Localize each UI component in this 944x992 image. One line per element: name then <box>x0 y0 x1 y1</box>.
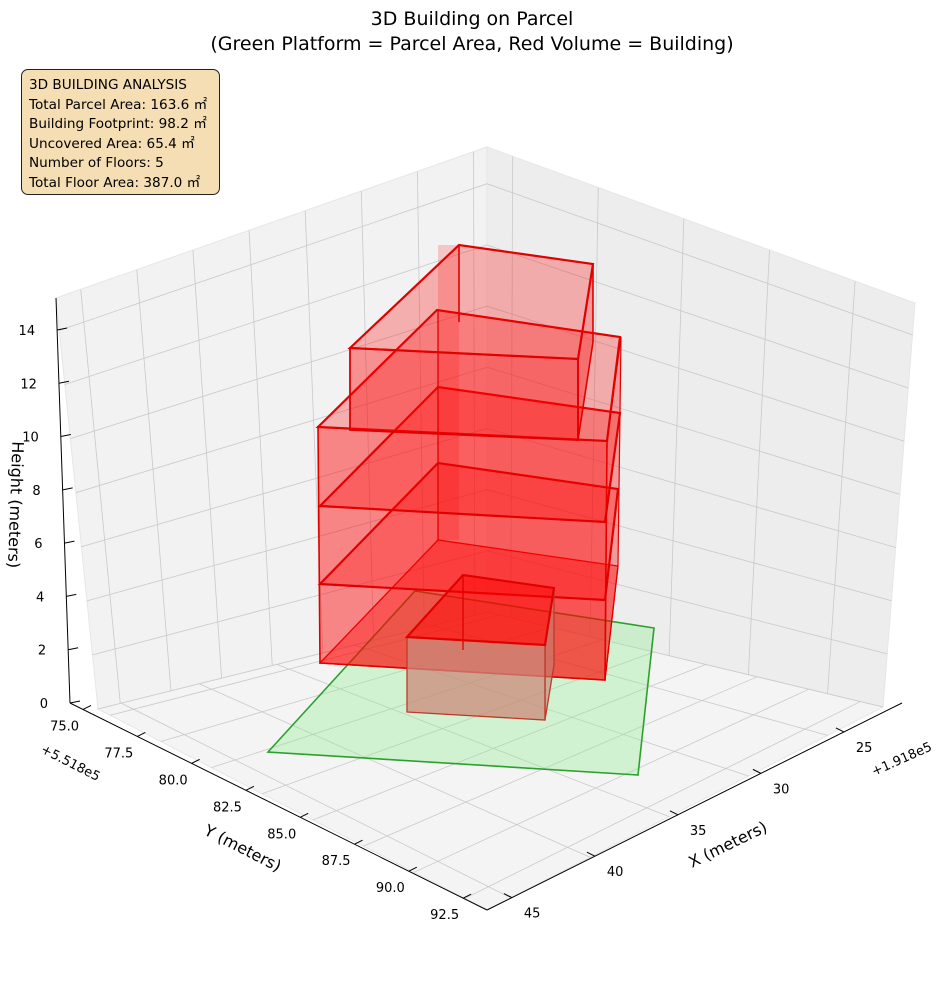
z-tick-mark <box>58 380 70 384</box>
z-tick-label: 0 <box>40 697 48 712</box>
y-gridline <box>261 651 655 795</box>
z-tick-mark <box>69 700 81 704</box>
y-tick-label: 87.5 <box>322 854 351 869</box>
x-gridline-vertical <box>668 218 685 656</box>
x-tick-mark <box>752 768 762 774</box>
x-gridline <box>121 702 511 899</box>
y-gridline <box>312 664 706 821</box>
x-tick-mark <box>586 851 596 857</box>
x-gridline <box>198 683 591 858</box>
y-axis-ticks: 75.0 77.5 80.0 82.5 85.0 87.5 90.0 92.5 <box>50 705 472 923</box>
chart-title: 3D Building on Parcel <box>371 8 574 30</box>
y-tick-mark <box>462 893 472 899</box>
top-floor-side <box>577 263 594 441</box>
analysis-box: 3D BUILDING ANALYSIS Total Parcel Area: … <box>21 69 220 195</box>
z-gridline <box>64 244 909 389</box>
x-gridline-vertical <box>827 281 856 694</box>
y-gridline-vertical <box>192 249 222 679</box>
x-tick-mark <box>503 893 513 899</box>
y-gridline-vertical <box>360 191 374 641</box>
x-tick-mark <box>835 727 845 733</box>
annex-top <box>404 573 556 647</box>
x-tick-mark <box>669 810 679 816</box>
y-tick-mark <box>82 705 92 710</box>
y-gridline-vertical <box>473 151 476 616</box>
z-tick-mark <box>60 434 71 438</box>
x-tick-label: 40 <box>607 865 624 880</box>
y-gridline <box>110 614 500 716</box>
y-tick-mark <box>354 839 363 845</box>
y-gridline <box>363 676 758 847</box>
y-tick-label: 82.5 <box>213 800 242 815</box>
y-axis-offset: +5.518e5 <box>38 742 102 785</box>
x-axis-line <box>486 702 903 911</box>
z-gridline <box>97 611 884 710</box>
y-tick-mark <box>408 866 418 872</box>
z-tick-mark <box>57 327 68 331</box>
z-tick-label: 12 <box>20 377 37 392</box>
z-tick-label: 14 <box>19 324 36 339</box>
x-tick-label: 25 <box>856 741 873 756</box>
y-tick-label: 75.0 <box>50 719 79 734</box>
chart-subtitle: (Green Platform = Parcel Area, Red Volum… <box>210 33 733 55</box>
analysis-footprint: Building Footprint: 98.2 ㎡ <box>29 116 207 132</box>
x-tick-label: 45 <box>524 907 541 922</box>
y-axis-line <box>69 702 488 911</box>
z-tick-mark <box>62 487 73 491</box>
x-gridline <box>276 664 670 817</box>
y-tick-mark <box>299 812 309 818</box>
y-tick-mark <box>245 785 255 791</box>
z-tick-mark <box>64 540 75 544</box>
top-floor-front <box>349 347 579 441</box>
y-tick-label: 92.5 <box>430 908 459 923</box>
y-tick-label: 77.5 <box>104 746 133 761</box>
y-gridline <box>413 688 809 873</box>
x-axis-ticks: 25 30 35 40 45 <box>503 727 873 922</box>
analysis-floor-area: Total Floor Area: 387.0 ㎡ <box>29 174 201 191</box>
z-axis-line <box>55 297 71 704</box>
y-tick-label: 85.0 <box>267 827 296 842</box>
analysis-heading: 3D BUILDING ANALYSIS <box>29 77 187 93</box>
y-tick-mark <box>137 731 146 737</box>
z-tick-mark <box>66 593 77 597</box>
y-gridline-vertical <box>80 289 121 704</box>
z-tick-label: 4 <box>36 590 44 605</box>
z-tick-mark <box>68 647 79 651</box>
z-tick-label: 10 <box>22 431 39 446</box>
analysis-parcel-area: Total Parcel Area: 163.6 ㎡ <box>29 96 208 113</box>
z-gridline <box>75 366 900 495</box>
floor-slab <box>317 461 620 602</box>
y-gridline-vertical <box>417 171 425 628</box>
z-gridline <box>81 428 896 548</box>
x-axis-offset: +1.918e5 <box>870 740 935 780</box>
z-axis-ticks: 0 2 4 6 8 10 12 14 <box>19 324 81 712</box>
y-tick-label: 90.0 <box>376 881 405 896</box>
z-tick-label: 6 <box>34 537 42 552</box>
analysis-uncovered: Uncovered Area: 65.4 ㎡ <box>29 135 195 152</box>
z-gridline <box>92 550 888 656</box>
z-tick-label: 2 <box>38 644 46 659</box>
x-gridline-vertical <box>510 156 514 618</box>
grid-lines <box>59 151 913 899</box>
x-tick-label: 35 <box>690 824 707 839</box>
z-tick-label: 8 <box>32 484 40 499</box>
z-gridline <box>59 183 913 336</box>
building-volume <box>315 243 622 721</box>
y-gridline <box>464 701 861 899</box>
y-tick-label: 80.0 <box>159 773 188 788</box>
y-gridline-vertical <box>136 269 172 691</box>
y-gridline-vertical <box>248 230 273 666</box>
annex-front <box>406 636 546 721</box>
z-gridline <box>86 489 892 602</box>
x-gridline-vertical <box>747 249 770 675</box>
y-tick-mark <box>191 758 200 764</box>
analysis-floors: Number of Floors: 5 <box>29 155 164 171</box>
floor-slab <box>317 385 622 524</box>
x-tick-label: 30 <box>773 782 790 797</box>
z-axis-label: Height (meters) <box>4 441 27 569</box>
z-gridline <box>70 305 905 442</box>
